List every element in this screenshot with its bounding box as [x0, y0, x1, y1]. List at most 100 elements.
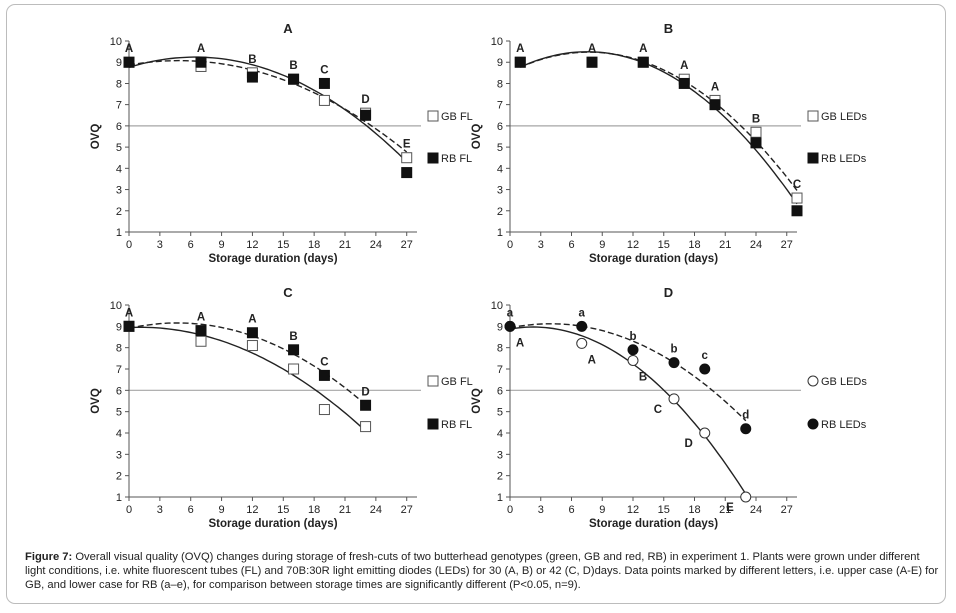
data-point [750, 126, 762, 138]
y-tick-label: 5 [116, 407, 122, 419]
x-tick-label: 3 [538, 239, 544, 251]
legend-label: GB FL [441, 376, 473, 388]
y-tick-label: 7 [116, 364, 122, 376]
data-point [288, 363, 300, 375]
legend-marker [807, 152, 819, 164]
x-tick-label: 27 [781, 504, 793, 516]
y-tick-label: 4 [497, 163, 503, 175]
significance-letter: A [516, 337, 524, 349]
data-point [576, 337, 588, 349]
significance-letter: C [793, 179, 801, 191]
y-tick-label: 3 [116, 185, 122, 197]
data-point [586, 56, 598, 68]
x-tick-label: 24 [750, 239, 762, 251]
significance-letter: A [680, 60, 688, 72]
caption-text: Overall visual quality (OVQ) changes dur… [25, 551, 939, 591]
y-tick-label: 8 [497, 343, 503, 355]
x-tick-label: 18 [308, 239, 320, 251]
data-point [514, 56, 526, 68]
panel-title: B [664, 21, 673, 36]
data-point [709, 99, 721, 111]
x-tick-label: 24 [370, 504, 382, 516]
data-point [750, 137, 762, 149]
trend-line-gb-leds [509, 326, 747, 495]
legend-marker [807, 375, 819, 387]
y-tick-label: 10 [491, 36, 503, 48]
data-point [318, 94, 330, 106]
y-axis-label: OVQ [90, 124, 102, 150]
data-point [576, 320, 588, 332]
x-tick-label: 6 [568, 504, 574, 516]
data-point [740, 491, 752, 503]
y-tick-label: 9 [116, 321, 122, 333]
y-tick-label: 6 [116, 121, 122, 133]
y-tick-label: 6 [497, 385, 503, 397]
x-tick-label: 12 [246, 504, 258, 516]
significance-letter: a [507, 307, 514, 319]
y-tick-label: 1 [116, 492, 122, 504]
data-point [318, 369, 330, 381]
significance-letter: B [248, 54, 256, 66]
x-tick-label: 27 [401, 504, 413, 516]
significance-letter: B [752, 113, 760, 125]
legend-marker [427, 375, 439, 387]
x-tick-label: 0 [126, 239, 132, 251]
x-tick-label: 6 [568, 239, 574, 251]
y-tick-label: 6 [116, 385, 122, 397]
x-tick-label: 15 [277, 239, 289, 251]
data-point [360, 421, 372, 433]
x-tick-label: 0 [126, 504, 132, 516]
data-point [504, 320, 516, 332]
y-tick-label: 4 [116, 163, 122, 175]
significance-letter: E [726, 502, 734, 514]
significance-letter: D [361, 94, 369, 106]
significance-letter: A [639, 43, 647, 55]
significance-letter: C [320, 64, 328, 76]
y-tick-label: 9 [497, 57, 503, 69]
significance-letter: C [654, 404, 662, 416]
significance-letter: B [639, 371, 647, 383]
significance-letter: A [197, 312, 205, 324]
significance-letter: A [516, 43, 524, 55]
y-tick-label: 2 [497, 206, 503, 218]
y-tick-label: 10 [491, 300, 503, 312]
trend-line-gb-fl [128, 59, 408, 153]
data-point [318, 404, 330, 416]
data-point [627, 344, 639, 356]
data-point [195, 325, 207, 337]
significance-letter: D [684, 438, 692, 450]
y-tick-label: 3 [497, 449, 503, 461]
significance-letter: A [711, 81, 719, 93]
y-tick-label: 2 [116, 471, 122, 483]
y-tick-label: 10 [110, 36, 122, 48]
legend-label: GB FL [441, 111, 473, 123]
x-tick-label: 27 [781, 239, 793, 251]
legend-label: RB FL [441, 419, 472, 431]
y-axis-label: OVQ [471, 124, 483, 150]
y-tick-label: 1 [497, 227, 503, 239]
y-tick-label: 1 [116, 227, 122, 239]
y-tick-label: 5 [116, 142, 122, 154]
y-tick-label: 5 [497, 407, 503, 419]
significance-letter: A [588, 354, 596, 366]
data-point [288, 73, 300, 85]
data-point [246, 327, 258, 339]
y-tick-label: 4 [497, 428, 503, 440]
significance-letter: D [361, 386, 369, 398]
y-tick-label: 2 [497, 471, 503, 483]
legend-label: RB LEDs [821, 419, 867, 431]
significance-letter: C [320, 356, 328, 368]
x-axis-label: Storage duration (days) [589, 518, 718, 530]
x-tick-label: 12 [627, 239, 639, 251]
significance-letter: E [403, 139, 411, 151]
x-tick-label: 3 [538, 504, 544, 516]
data-point [195, 335, 207, 347]
legend-marker [427, 152, 439, 164]
panel-title: A [283, 21, 293, 36]
x-tick-label: 18 [688, 239, 700, 251]
y-tick-label: 8 [497, 78, 503, 90]
